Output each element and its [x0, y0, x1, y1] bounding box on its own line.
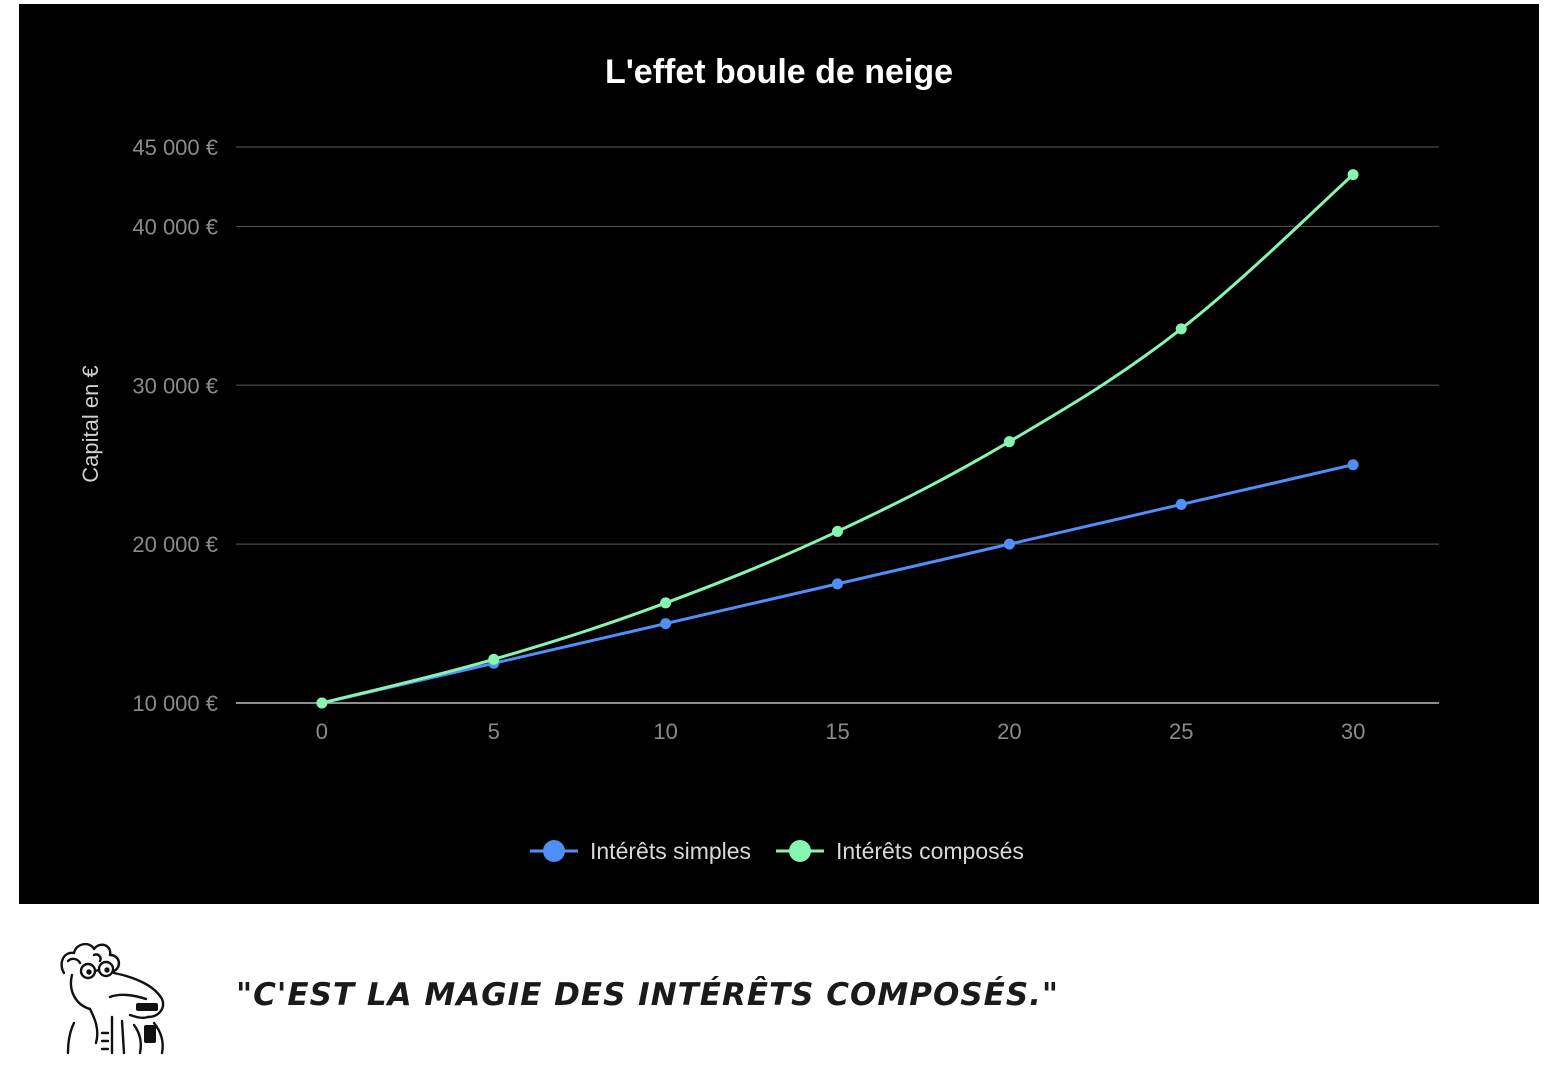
caption-row: "C'EST LA MAGIE DES INTÉRÊTS COMPOSÉS.": [0, 915, 1554, 1066]
line-chart: L'effet boule de neige 10 000 € 20 000 € 3…: [78, 53, 1439, 864]
legend-label: Intérêts composés: [836, 838, 1024, 864]
y-tick-label: 30 000 €: [132, 373, 218, 398]
x-tick-label: 15: [825, 719, 849, 744]
legend-item-0: Intérêts simples: [530, 838, 751, 864]
data-point: [660, 597, 672, 609]
data-point: [1003, 538, 1015, 550]
legend-marker: [789, 840, 811, 862]
x-tick-label: 30: [1341, 719, 1365, 744]
series-line: [321, 173, 1355, 705]
data-point: [488, 653, 500, 665]
data-point: [660, 618, 672, 630]
series-0: [316, 459, 1359, 709]
chart-title: L'effet boule de neige: [605, 53, 953, 91]
series-1: [316, 169, 1359, 709]
data-point: [1175, 323, 1187, 335]
gridlines: [236, 146, 1439, 704]
chart-panel: [19, 4, 1539, 904]
data-point: [832, 525, 843, 537]
data-point: [1003, 436, 1015, 448]
series-layer: [316, 169, 1359, 709]
legend: Intérêts simples Intérêts composés: [530, 838, 1024, 864]
data-point: [1347, 459, 1359, 471]
data-point: [316, 697, 328, 709]
x-tick-label: 25: [1169, 719, 1193, 744]
y-tick-label: 20 000 €: [132, 532, 218, 557]
x-tick-label: 20: [997, 719, 1021, 744]
legend-label: Intérêts simples: [590, 838, 751, 864]
data-point: [1347, 169, 1359, 181]
legend-marker: [543, 840, 565, 862]
x-tick-label: 0: [316, 719, 328, 744]
legend-item-1: Intérêts composés: [776, 838, 1024, 864]
y-tick-label: 45 000 €: [132, 135, 218, 160]
bearded-character-drawing-icon: [60, 942, 165, 1055]
x-tick-label: 10: [653, 719, 677, 744]
data-point: [832, 578, 843, 590]
caption-quote: "C'EST LA MAGIE DES INTÉRÊTS COMPOSÉS.": [236, 977, 1060, 1013]
y-tick-label: 40 000 €: [132, 214, 218, 239]
x-tick-label: 5: [488, 719, 500, 744]
y-tick-label: 10 000 €: [132, 691, 218, 716]
data-point: [1175, 498, 1187, 510]
y-axis-label: Capital en €: [78, 365, 103, 482]
x-axis-ticks: 0 5 10 15 20 25 30: [316, 719, 1366, 744]
y-axis-ticks: 10 000 € 20 000 € 30 000 € 40 000 € 45 000 €: [132, 135, 218, 716]
